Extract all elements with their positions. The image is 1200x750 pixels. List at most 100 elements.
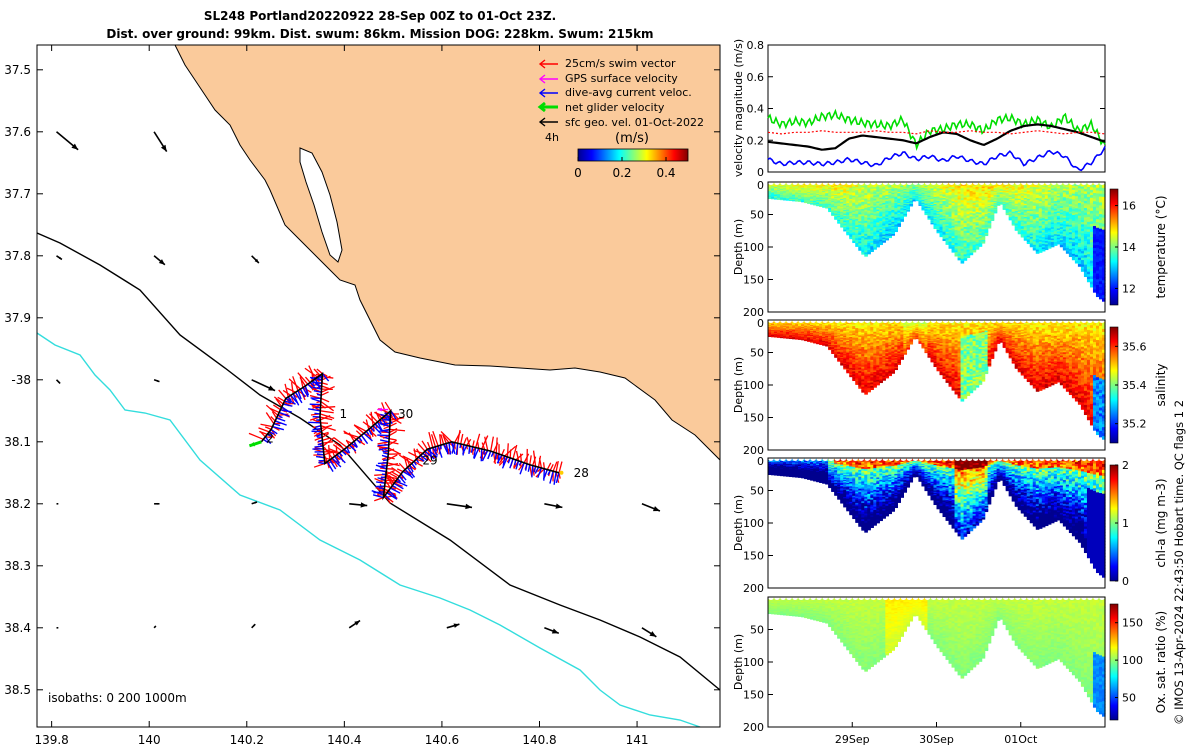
swim-vector <box>308 365 316 380</box>
dive-current-vector <box>547 470 551 476</box>
dive-current-vector <box>481 450 489 462</box>
dive-current-vector <box>373 491 385 494</box>
map-xtick-label: 141 <box>626 733 649 747</box>
swim-vector <box>355 430 362 436</box>
section-colorbar-tick-label: 35.2 <box>1122 418 1147 431</box>
geo-vector-arrow <box>349 502 368 508</box>
swim-vector <box>442 434 447 444</box>
dive-current-vector <box>377 444 389 447</box>
section-ytick-label: 0 <box>757 455 764 468</box>
map-colorbar <box>577 148 689 162</box>
section-ytick-label: 150 <box>743 274 764 287</box>
dive-current-vector <box>497 453 500 464</box>
swim-vector <box>440 431 453 443</box>
swim-vector <box>270 416 276 422</box>
swim-vector <box>537 455 542 468</box>
swim-vector <box>542 462 546 469</box>
dive-current-vector <box>534 466 540 474</box>
map-xtick-label: 139.8 <box>34 733 68 747</box>
legend-swim: 25cm/s swim vector <box>565 57 676 70</box>
swim-vector <box>320 400 335 412</box>
swim-vector <box>440 434 445 445</box>
swim-vector <box>284 383 289 398</box>
swim-vector <box>353 424 367 432</box>
velocity-ylabel: velocity magnitude (m/s) <box>732 39 745 177</box>
swim-vector <box>417 443 426 452</box>
dive-current-vector <box>314 445 324 448</box>
section-oxygen-saturation: 50 100 150 200 Depth (m) 50 100 150 Ox. sat. rat… <box>732 594 1168 746</box>
map-frame <box>36 44 721 728</box>
swim-vector <box>555 461 559 473</box>
swim-vector <box>515 453 524 461</box>
chart-title: SL248 Portland20220922 28-Sep 00Z to 01-… <box>203 9 557 23</box>
copyright-note: © IMOS 13-Apr-2024 22:43:50 Hobart time.… <box>1172 399 1186 725</box>
swim-vector <box>259 431 266 438</box>
swim-vector <box>512 444 518 460</box>
section-ytick-label: 100 <box>743 379 764 392</box>
swim-vector <box>391 471 400 477</box>
geo-vector-arrow <box>55 379 61 384</box>
dive-current-vector <box>527 464 531 472</box>
swim-vector <box>313 368 321 376</box>
swim-vector <box>334 442 345 450</box>
swim-vector <box>321 385 330 390</box>
swim-vector <box>385 469 395 476</box>
dive-current-vector <box>515 460 520 470</box>
chart-subtitle: Dist. over ground: 99km. Dist. swum: 86k… <box>106 27 654 41</box>
section-colorbar-label: chl-a (mg m-3) <box>1154 478 1168 567</box>
swim-vector <box>354 424 365 434</box>
section-colorbar-tick-label: 16 <box>1122 200 1136 213</box>
section-ytick-label: 150 <box>743 689 764 702</box>
swim-vector <box>481 435 489 450</box>
swim-vector <box>321 432 330 438</box>
day-label: 2 <box>266 432 274 446</box>
swim-vector <box>413 448 417 460</box>
isobath-200 <box>37 232 720 691</box>
section-xtick-label: 30Sep <box>919 733 954 746</box>
section-colorbar-tick-label: 150 <box>1122 617 1143 630</box>
section-colorbar-tick-label: 1 <box>1122 517 1129 530</box>
geo-vector-arrow <box>544 503 563 509</box>
swim-vector <box>365 419 370 430</box>
swim-vector <box>492 451 496 464</box>
swim-vector <box>313 430 322 437</box>
velocity-ytick-label: 0.8 <box>747 39 765 52</box>
colorbar-unit: (m/s) <box>615 131 649 146</box>
swim-vector <box>463 438 467 445</box>
section-colorbar-tick-label: 12 <box>1122 282 1136 295</box>
velocity-panel: 0 0.2 0.4 0.6 0.8 velocity magnitude (m/s) <box>732 39 1106 179</box>
map-xtick-label: 140.2 <box>230 733 264 747</box>
swim-vector <box>472 440 475 447</box>
section-ytick-label: 200 <box>743 582 764 595</box>
day-label: 28 <box>574 466 589 480</box>
section-ytick-label: 50 <box>750 347 764 360</box>
swim-vector <box>322 376 334 379</box>
geo-vector-arrow <box>56 255 63 261</box>
swim-vector <box>387 456 395 460</box>
section-colorbar-label: salinity <box>1154 363 1168 406</box>
geo-vector-arrow <box>153 255 166 266</box>
swim-vector <box>258 427 270 433</box>
dive-current-vector <box>537 467 543 479</box>
section-colorbar-label: Ox. sat. ratio (%) <box>1154 611 1168 713</box>
dive-current-vector <box>494 452 497 460</box>
swim-vector <box>365 414 376 425</box>
day-label: 30 <box>398 407 413 421</box>
section-colorbar-tick-label: 100 <box>1122 654 1143 667</box>
geo-vector-arrow <box>446 503 473 510</box>
swim-vector <box>501 448 505 456</box>
dive-current-vector <box>502 455 506 466</box>
swim-vector <box>374 496 384 502</box>
dive-current-vector <box>378 465 388 468</box>
swim-vector <box>273 396 284 405</box>
swim-vector <box>260 423 273 428</box>
map-colorbar-tick-label: 0.4 <box>656 166 675 180</box>
swim-vector <box>421 440 428 450</box>
dive-current-vector <box>375 485 385 488</box>
velocity-ytick-label: 0.2 <box>747 134 765 147</box>
section-ytick-label: 100 <box>743 517 764 530</box>
swim-vector <box>320 404 326 409</box>
swim-vector <box>475 433 481 448</box>
